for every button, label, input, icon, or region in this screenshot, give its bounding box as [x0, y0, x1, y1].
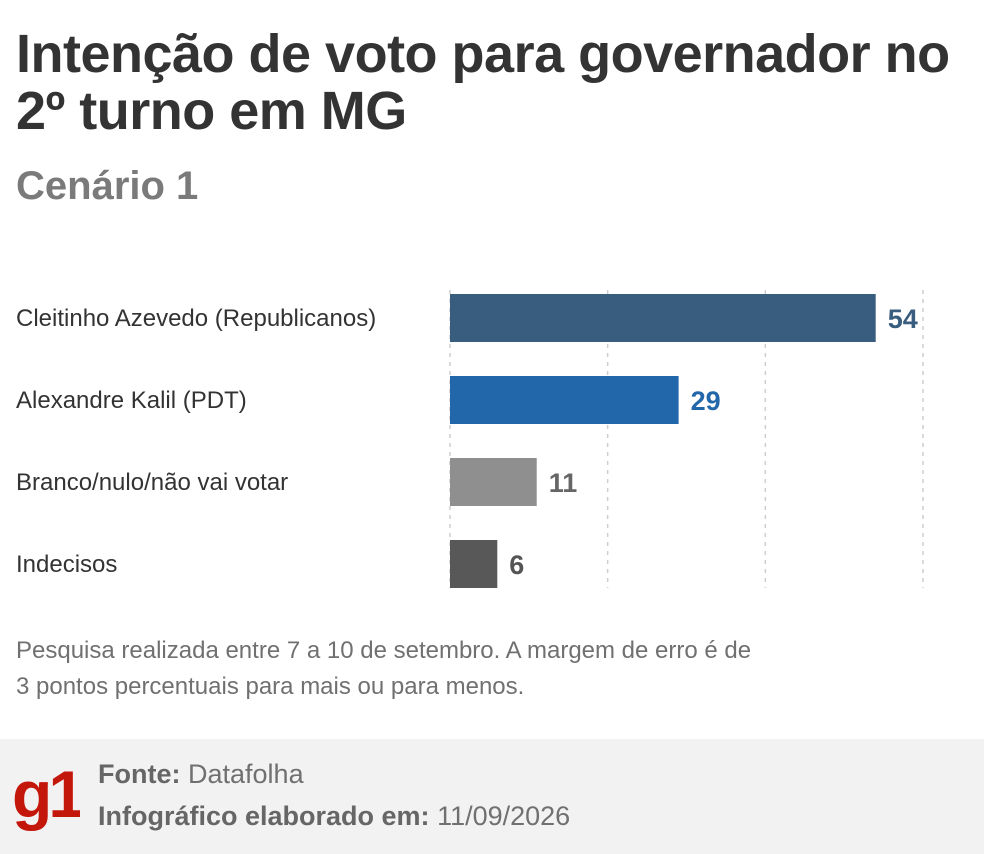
chart-subtitle: Cenário 1	[16, 164, 199, 208]
bar	[450, 458, 537, 506]
made-value: 11/09/2026	[437, 801, 571, 831]
bar	[450, 376, 679, 424]
bar	[450, 540, 498, 588]
made-label: Infográfico elaborado em:	[98, 801, 430, 831]
value-label: 11	[549, 468, 578, 498]
footer: g1 Fonte: Datafolha Infográfico elaborad…	[0, 739, 984, 854]
g1-logo: g1	[12, 757, 80, 831]
source-label: Fonte:	[98, 759, 181, 789]
category-label: Branco/nulo/não vai votar	[16, 469, 288, 496]
category-label: Cleitinho Azevedo (Republicanos)	[16, 305, 376, 332]
chart-title: Intenção de voto para governador no 2º t…	[16, 24, 950, 141]
value-label: 54	[888, 304, 918, 334]
source-line: Fonte: Datafolha	[98, 757, 304, 791]
category-label: Indecisos	[16, 551, 117, 578]
g1-logo-text: g1	[12, 757, 80, 831]
date-line: Infográfico elaborado em: 11/09/2026	[98, 799, 570, 833]
source-value: Datafolha	[188, 759, 304, 789]
bar-chart: Cleitinho Azevedo (Republicanos) 54 Alexan…	[16, 290, 924, 588]
bar	[450, 294, 876, 342]
value-label: 29	[691, 386, 721, 416]
category-label: Alexandre Kalil (PDT)	[16, 387, 247, 414]
methodology-note: Pesquisa realizada entre 7 a 10 de setem…	[16, 637, 752, 700]
value-label: 6	[509, 550, 524, 580]
